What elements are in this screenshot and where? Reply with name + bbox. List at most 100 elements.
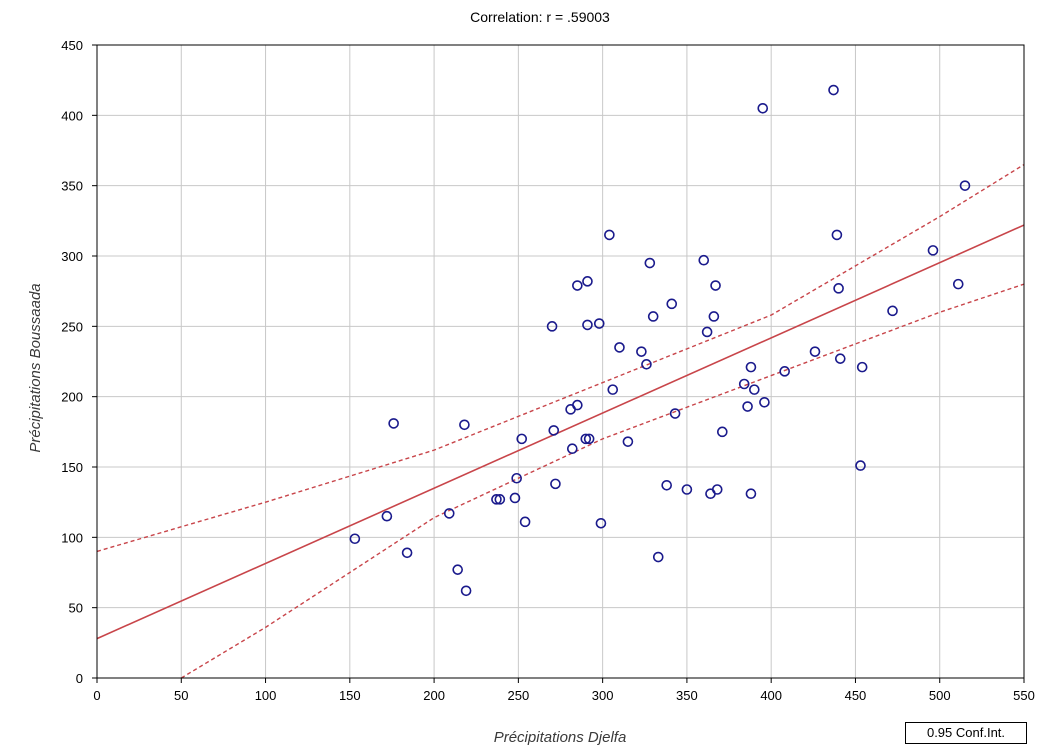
data-point xyxy=(779,366,790,377)
data-points xyxy=(349,84,971,597)
data-point xyxy=(711,484,723,495)
y-tick-label: 250 xyxy=(61,319,83,334)
data-point xyxy=(636,346,647,357)
x-tick-label: 0 xyxy=(93,688,100,703)
data-point xyxy=(388,418,399,429)
y-tick-label: 150 xyxy=(61,460,83,475)
data-point xyxy=(701,326,713,338)
data-point xyxy=(644,257,656,269)
data-point xyxy=(494,494,506,505)
y-tick-label: 350 xyxy=(61,179,83,194)
data-point xyxy=(959,180,971,191)
x-tick-label: 150 xyxy=(339,688,361,703)
data-point xyxy=(952,278,964,290)
data-point xyxy=(452,564,463,575)
x-tick-label: 400 xyxy=(760,688,782,703)
data-point xyxy=(757,103,769,114)
confidence-band xyxy=(96,163,1025,679)
data-point xyxy=(614,342,625,353)
data-point xyxy=(604,229,615,241)
data-point xyxy=(401,547,413,559)
y-tick-label: 50 xyxy=(69,601,83,616)
data-point xyxy=(582,319,593,331)
data-point xyxy=(738,378,750,390)
data-point xyxy=(759,396,770,408)
y-tick-label: 450 xyxy=(61,38,83,53)
chart-title: Correlation: r = .59003 xyxy=(470,9,610,25)
data-point xyxy=(583,433,595,445)
confidence-band-lower xyxy=(180,283,1025,679)
confidence-band-upper xyxy=(96,163,1025,553)
data-point xyxy=(710,280,721,291)
data-point xyxy=(828,84,839,96)
x-tick-label: 350 xyxy=(676,688,698,703)
plot-frame xyxy=(96,44,1025,679)
data-point xyxy=(566,443,578,455)
data-point xyxy=(831,229,843,241)
x-axis-label: Précipitations Djelfa xyxy=(494,729,627,746)
data-point xyxy=(708,311,720,322)
data-point xyxy=(580,433,592,445)
data-point xyxy=(443,508,455,519)
data-point xyxy=(460,585,472,597)
data-point xyxy=(647,311,659,322)
data-point xyxy=(511,472,522,484)
data-point xyxy=(681,484,693,495)
data-point xyxy=(927,245,939,256)
data-point xyxy=(833,283,844,294)
y-tick-label: 300 xyxy=(61,249,83,264)
x-tick-label: 500 xyxy=(929,688,951,703)
data-point xyxy=(887,305,898,317)
data-point xyxy=(572,399,583,411)
data-point xyxy=(622,436,634,447)
x-tick-label: 100 xyxy=(255,688,277,703)
x-tick-label: 450 xyxy=(845,688,867,703)
y-tick-label: 100 xyxy=(61,530,83,545)
data-point xyxy=(546,321,558,332)
data-point xyxy=(745,488,757,500)
data-point xyxy=(582,276,593,287)
data-point xyxy=(745,361,757,373)
data-point xyxy=(698,254,710,266)
grid xyxy=(97,45,1024,678)
y-tick-label: 0 xyxy=(76,671,83,686)
data-point xyxy=(595,517,607,529)
x-tick-label: 50 xyxy=(174,688,188,703)
x-tick-label: 550 xyxy=(1013,688,1035,703)
data-point xyxy=(381,510,393,522)
data-point xyxy=(550,478,561,490)
y-tick-label: 200 xyxy=(61,390,83,405)
data-point xyxy=(809,346,821,357)
data-point xyxy=(593,318,605,329)
legend-conf-int: 0.95 Conf.Int. xyxy=(905,722,1027,744)
data-point xyxy=(717,426,728,438)
data-point xyxy=(742,401,753,412)
data-point xyxy=(669,408,681,419)
data-point xyxy=(516,433,528,445)
data-point xyxy=(607,384,619,395)
data-point xyxy=(491,494,502,505)
regression-line xyxy=(96,224,1025,640)
data-point xyxy=(519,516,531,528)
data-point xyxy=(661,479,672,491)
data-point xyxy=(572,280,583,291)
y-tick-label: 400 xyxy=(61,108,83,123)
data-point xyxy=(459,419,470,431)
data-point xyxy=(548,425,560,436)
x-tick-label: 200 xyxy=(423,688,445,703)
data-point xyxy=(855,460,866,471)
x-tick-label: 300 xyxy=(592,688,614,703)
data-point xyxy=(749,384,760,395)
regression-line-group xyxy=(96,224,1025,640)
data-point xyxy=(509,492,521,504)
data-point xyxy=(834,353,846,364)
data-point xyxy=(349,533,361,545)
data-point xyxy=(652,551,664,563)
data-point xyxy=(641,359,652,370)
data-point xyxy=(856,361,868,373)
tick-labels: 0 50 100 150 200 250 300 350 400 450 500 550 0 50 100 1… xyxy=(61,38,1035,703)
x-tick-label: 250 xyxy=(508,688,530,703)
y-axis-label: Précipitations Boussaada xyxy=(27,283,44,452)
data-point xyxy=(666,298,678,310)
